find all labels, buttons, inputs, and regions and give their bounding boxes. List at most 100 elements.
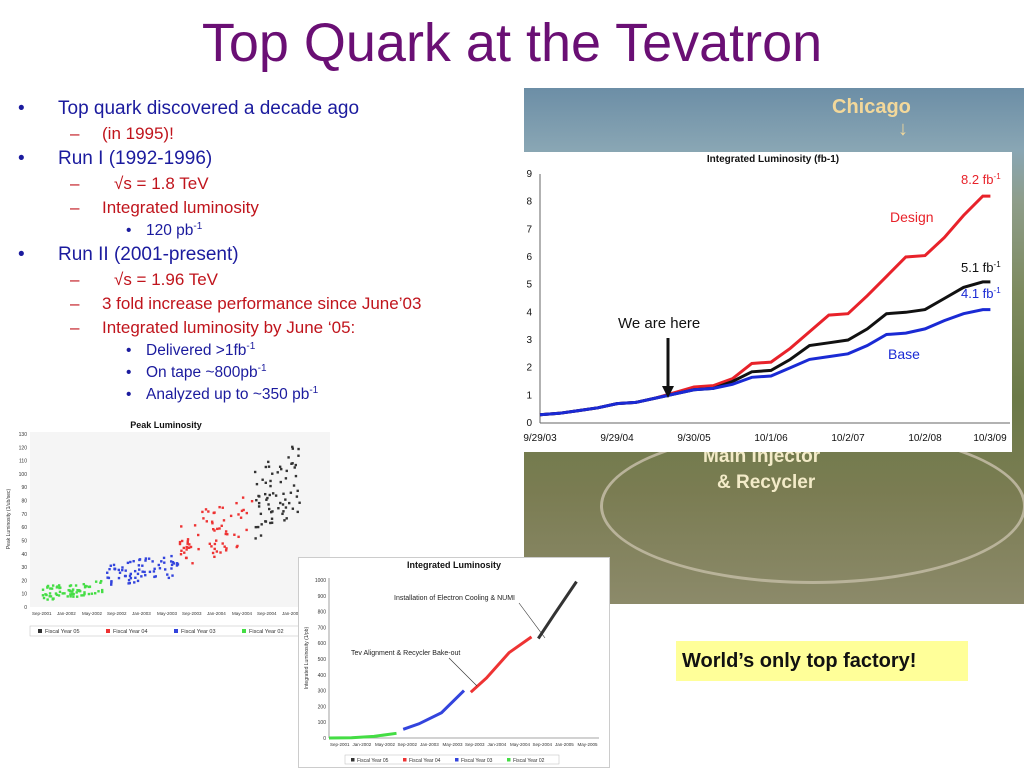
scatter-point <box>171 561 175 564</box>
legend-box <box>344 754 560 765</box>
scatter-point <box>291 462 294 465</box>
scatter-point <box>233 533 236 536</box>
legend-label: Fiscal Year 02 <box>249 629 284 635</box>
y-tick-label: 3 <box>526 335 532 346</box>
legend-swatch <box>174 629 178 633</box>
top-factory-callout: World’s only top factory! <box>676 641 968 681</box>
scatter-point <box>253 470 257 474</box>
scatter-point <box>284 498 287 501</box>
legend-swatch <box>351 758 355 762</box>
scatter-point <box>48 592 52 595</box>
y-tick-label: 1 <box>526 390 532 401</box>
scatter-point <box>213 542 217 546</box>
scatter-point <box>57 584 61 587</box>
scatter-point <box>94 592 97 595</box>
scatter-point <box>58 590 62 594</box>
legend-swatch <box>403 758 407 762</box>
scatter-point <box>215 539 218 542</box>
scatter-point <box>197 533 200 537</box>
scatter-point <box>71 588 75 591</box>
x-tick-label: May-2002 <box>82 611 103 616</box>
scatter-point <box>193 524 197 527</box>
scatter-point <box>83 586 87 589</box>
scatter-point <box>82 594 85 597</box>
scatter-point <box>185 545 188 549</box>
scatter-point <box>265 498 268 501</box>
scatter-point <box>66 595 69 598</box>
scatter-point <box>82 583 85 586</box>
peak-luminosity-chart: Peak Luminosity Peak Luminosity (1/ub/se… <box>0 414 332 640</box>
x-tick-label: Sep-2001 <box>330 742 350 747</box>
scatter-point <box>259 534 263 537</box>
scatter-point <box>218 505 221 509</box>
x-tick-label: Sep-2003 <box>465 742 485 747</box>
x-tick-label: Sep-2004 <box>257 611 277 616</box>
scatter-point <box>279 480 282 484</box>
scatter-point <box>257 505 261 508</box>
scatter-point <box>101 590 104 594</box>
scatter-point <box>124 569 127 572</box>
scatter-point <box>41 588 45 591</box>
scatter-point <box>113 568 117 571</box>
slide-title: Top Quark at the Tevatron <box>201 13 823 73</box>
scatter-point <box>257 494 260 498</box>
scatter-point <box>51 584 55 587</box>
scatter-point <box>178 542 182 546</box>
scatter-point <box>264 492 267 496</box>
scatter-point <box>55 586 59 589</box>
scatter-point <box>107 576 111 580</box>
scatter-point <box>191 562 194 565</box>
annotation-recycler-bakeout: Tev Alignment & Recycler Bake-out <box>351 650 460 657</box>
integrated-luminosity-svg: Integrated Luminosity Integrated Luminos… <box>304 560 599 765</box>
scatter-point <box>170 567 173 570</box>
scatter-point <box>88 585 91 589</box>
scatter-point <box>42 596 46 600</box>
scatter-point <box>267 465 271 468</box>
scatter-point <box>186 540 189 543</box>
scatter-point <box>218 527 221 530</box>
scatter-point <box>69 595 72 598</box>
scatter-point <box>284 506 288 509</box>
scatter-point <box>289 491 293 494</box>
scatter-point <box>224 532 227 536</box>
scatter-point <box>48 595 51 598</box>
x-tick-label: Sep-2002 <box>398 742 418 747</box>
scatter-point <box>71 590 74 593</box>
legend-label: Fiscal Year 04 <box>409 758 441 764</box>
scatter-point <box>141 564 144 567</box>
scatter-point <box>162 556 166 560</box>
annotation-electron-cooling-pointer <box>518 602 546 639</box>
scatter-point <box>288 501 291 505</box>
chicago-label: Chicago <box>832 96 911 118</box>
y-tick-label: 50 <box>21 538 27 544</box>
scatter-point <box>49 595 53 598</box>
scatter-point <box>117 568 120 572</box>
scatter-point <box>267 503 270 506</box>
scatter-point <box>270 521 274 524</box>
scatter-point <box>132 559 135 563</box>
scatter-point <box>153 567 156 571</box>
x-tick-label: Jan-2005 <box>555 742 574 747</box>
scatter-point <box>49 587 52 590</box>
scatter-point <box>213 511 216 514</box>
scatter-point <box>221 506 224 509</box>
scatter-point <box>284 477 288 480</box>
scatter-point <box>46 598 49 601</box>
scatter-point <box>128 581 131 585</box>
scatter-point <box>137 564 141 567</box>
legend-label: Fiscal Year 03 <box>181 629 216 635</box>
scatter-point <box>293 466 296 469</box>
scatter-point <box>63 592 66 595</box>
scatter-point <box>274 494 278 497</box>
legend-swatch <box>507 758 511 762</box>
scatter-point <box>277 507 280 510</box>
scatter-point <box>229 514 233 518</box>
scatter-point <box>170 563 174 567</box>
scatter-point <box>110 583 113 586</box>
x-tick-label: 10/1/06 <box>754 433 788 444</box>
scatter-point <box>76 588 79 592</box>
scatter-point <box>285 469 288 473</box>
scatter-point <box>212 527 215 531</box>
luminosity-projection-svg: Integrated Luminosity (fb-1) 0123456789 … <box>523 154 1010 444</box>
scatter-point <box>180 525 183 528</box>
